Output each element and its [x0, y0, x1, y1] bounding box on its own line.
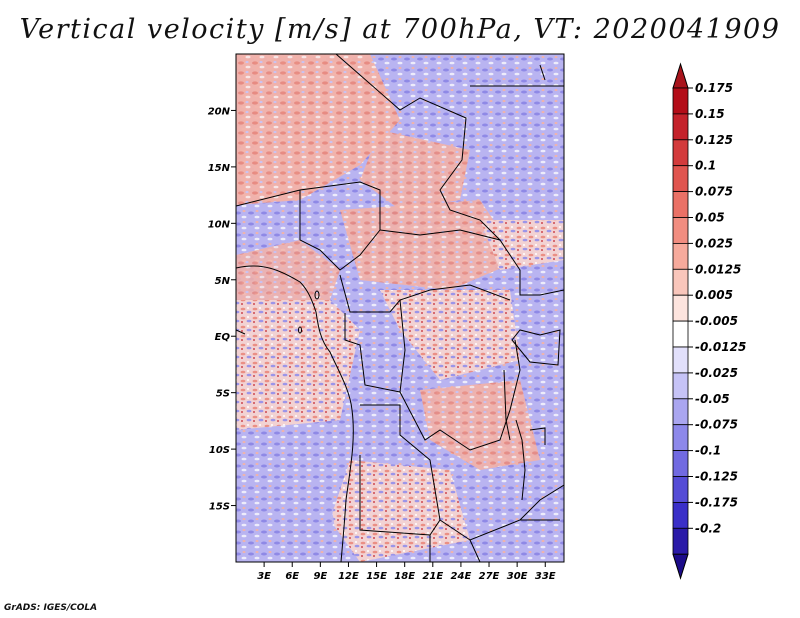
colorbar-segment	[672, 87, 689, 115]
lat-tick-label: 15N	[208, 163, 231, 174]
colorbar-label: -0.05	[695, 392, 730, 406]
lat-tick-label: 15S	[209, 502, 230, 513]
colorbar-label: -0.2	[695, 521, 721, 535]
lat-tick-label: 20N	[208, 106, 231, 117]
lon-tick-label: 12E	[338, 571, 359, 582]
colorbar-label: 0.125	[695, 133, 733, 147]
colorbar: 0.175 0.15 0.125 0.1 0.075 0.05 0.025 0.0125 0.0…	[672, 62, 746, 580]
lon-tick-label: 27E	[479, 571, 500, 582]
lon-tick-label: 24E	[451, 571, 472, 582]
colorbar-segment	[672, 501, 689, 529]
colorbar-label: -0.175	[695, 495, 738, 509]
colorbar-label: -0.1	[695, 444, 721, 458]
colorbar-label: 0.05	[695, 211, 725, 225]
lat-tick-label: EQ	[215, 332, 231, 343]
colorbar-segment	[672, 191, 689, 218]
colorbar-segment	[672, 476, 689, 503]
colorbar-label: -0.025	[695, 366, 738, 380]
colorbar-label: 0.025	[695, 236, 733, 250]
lon-tick-label: 3E	[257, 571, 271, 582]
colorbar-top-arrow	[672, 62, 689, 89]
colorbar-segment	[672, 268, 689, 296]
colorbar-segment	[672, 242, 689, 270]
colorbar-label: -0.005	[695, 314, 738, 328]
vertical-velocity-field	[236, 54, 564, 562]
lat-tick-label: 10N	[208, 219, 231, 230]
colorbar-segment	[672, 424, 689, 452]
lake-marker	[298, 326, 302, 334]
lon-tick-label: 33E	[535, 571, 556, 582]
lat-tick-label: 5N	[215, 276, 231, 287]
map-frame	[235, 53, 565, 563]
colorbar-segment	[672, 113, 689, 141]
colorbar-segment	[672, 450, 689, 477]
longitude-axis: 3E 6E 9E 12E 15E 18E 21E 24E 27E 30E 33E	[257, 562, 556, 582]
lon-tick-label: 18E	[394, 571, 415, 582]
map-title: Vertical velocity [m/s] at 700hPa, VT: 2…	[19, 14, 781, 45]
colorbar-segment	[672, 165, 689, 192]
colorbar-segment	[672, 346, 689, 374]
lon-tick-label: 6E	[285, 571, 299, 582]
colorbar-segment	[672, 139, 689, 167]
lon-tick-label: 30E	[507, 571, 528, 582]
colorbar-label: 0.15	[695, 107, 725, 121]
lake-marker	[314, 290, 320, 300]
latitude-axis: 20N 15N 10N 5N EQ 5S 10S 15S	[208, 106, 236, 513]
footer-credit: GrADS: IGES/COLA	[4, 603, 98, 613]
colorbar-label: 0.1	[695, 159, 716, 173]
lat-tick-label: 5S	[216, 389, 230, 400]
lat-tick-label: 10S	[209, 445, 230, 456]
colorbar-segment	[672, 320, 689, 348]
colorbar-label: 0.075	[695, 185, 733, 199]
colorbar-segment	[672, 294, 689, 322]
colorbar-segment	[672, 398, 689, 426]
lon-tick-label: 9E	[313, 571, 327, 582]
lon-tick-label: 15E	[366, 571, 387, 582]
colorbar-label: 0.0125	[695, 262, 741, 276]
country-borders	[236, 54, 564, 562]
colorbar-segment	[672, 217, 689, 244]
colorbar-label: 0.175	[695, 81, 733, 95]
colorbar-label: -0.125	[695, 470, 738, 484]
lon-tick-label: 21E	[422, 571, 443, 582]
colorbar-label: 0.005	[695, 288, 733, 302]
colorbar-segment	[672, 372, 689, 400]
colorbar-label: -0.075	[695, 418, 738, 432]
colorbar-segment	[672, 527, 689, 555]
colorbar-label: -0.0125	[695, 340, 746, 354]
colorbar-bottom-arrow	[672, 553, 689, 580]
